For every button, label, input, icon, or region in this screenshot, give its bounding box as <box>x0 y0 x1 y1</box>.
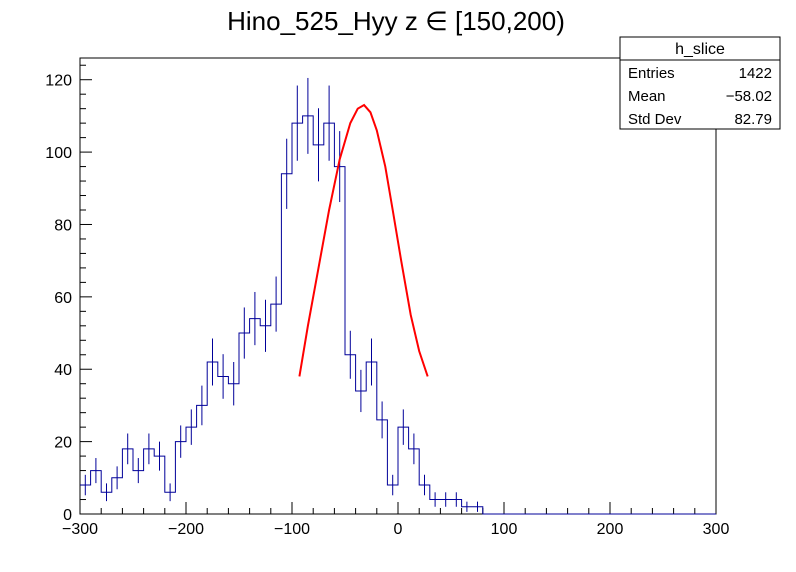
histogram-bin <box>324 123 335 514</box>
histogram-bin <box>303 116 314 514</box>
fit-line <box>298 103 429 377</box>
error-bars <box>84 77 478 512</box>
stats-entries-value: 1422 <box>739 65 772 82</box>
stats-stddev-value: 82.79 <box>734 111 772 128</box>
histogram <box>80 115 716 515</box>
histogram-bin <box>313 145 324 514</box>
histogram-bin <box>334 167 345 514</box>
x-tick-label: −100 <box>274 521 310 538</box>
stats-box: h_slice Entries 1422 Mean −58.02 Std Dev… <box>619 36 781 130</box>
y-tick-label: 60 <box>54 290 72 307</box>
y-tick-label: 40 <box>54 362 72 379</box>
histogram-bin <box>260 326 271 514</box>
y-tick-label: 20 <box>54 435 72 452</box>
x-tick-label: 300 <box>703 521 730 538</box>
histogram-bin <box>271 304 282 514</box>
stats-entries-label: Entries <box>628 65 675 82</box>
stats-stddev-label: Std Dev <box>628 111 682 128</box>
axes: −300 −200 −100 0 100 200 300 0 20 40 60 80 100 120 <box>45 64 730 538</box>
histogram-bin <box>281 174 292 514</box>
y-tick-label: 100 <box>45 145 72 162</box>
x-tick-label: 100 <box>491 521 518 538</box>
histogram-bin <box>250 319 261 514</box>
y-tick-label: 120 <box>45 73 72 90</box>
stats-mean-label: Mean <box>628 88 666 105</box>
stats-box-title: h_slice <box>675 41 725 58</box>
histogram-outline <box>80 115 716 515</box>
stats-mean-value: −58.02 <box>726 88 772 105</box>
x-tick-label: 0 <box>394 521 403 538</box>
y-tick-label: 80 <box>54 217 72 234</box>
x-tick-label: 200 <box>597 521 624 538</box>
x-tick-label: −200 <box>168 521 204 538</box>
histogram-bin <box>292 123 303 514</box>
histogram-bin <box>239 333 250 514</box>
y-tick-label: 0 <box>63 507 72 524</box>
chart-title: Hino_525_Hyy z ∈ [150,200) <box>227 6 565 36</box>
x-tick-label: −300 <box>62 521 98 538</box>
stats-box-frame <box>619 36 781 130</box>
fit-curve <box>298 103 429 377</box>
